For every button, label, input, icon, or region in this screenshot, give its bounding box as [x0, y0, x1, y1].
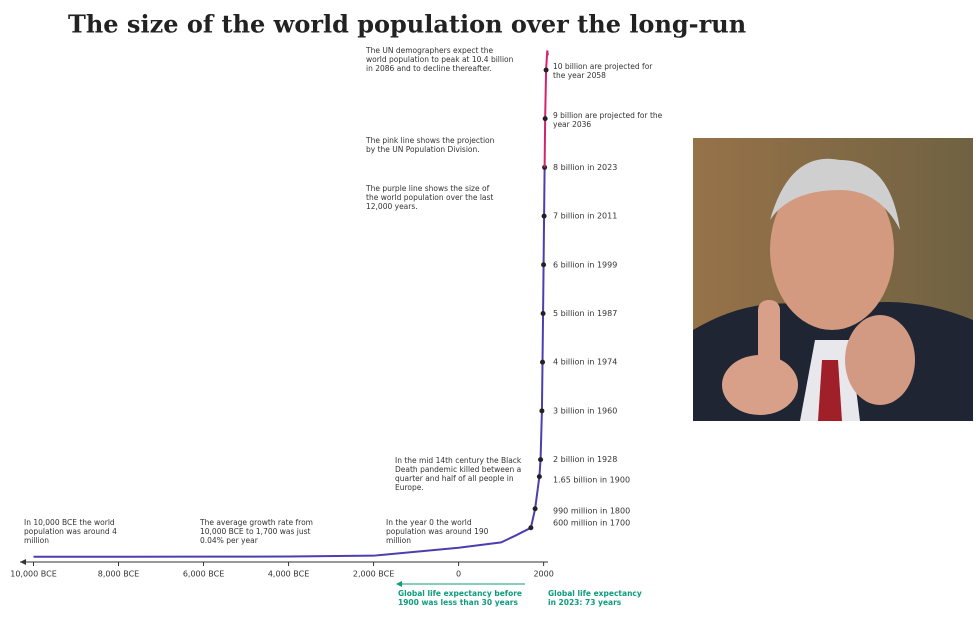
chart-title: The size of the world population over th…	[68, 10, 746, 39]
data-label: 2 billion in 1928	[553, 455, 617, 464]
data-label-text: 9 billion are projected for the year 203…	[553, 111, 663, 129]
data-point	[533, 506, 538, 511]
annotation: Global life expectancy in 2023: 73 years	[548, 589, 648, 607]
data-label: 5 billion in 1987	[553, 309, 617, 318]
data-label: 3 billion in 1960	[553, 406, 617, 415]
photo	[693, 138, 973, 421]
data-label: 10 billion are projected for the year 20…	[553, 62, 663, 86]
annotation: The average growth rate from 10,000 BCE …	[200, 518, 320, 545]
data-point	[539, 408, 544, 413]
data-label: 8 billion in 2023	[553, 163, 617, 172]
annotation: In the mid 14th century the Black Death …	[395, 456, 525, 492]
annotation: Global life expectancy before 1900 was l…	[398, 589, 528, 607]
data-point	[543, 116, 548, 121]
data-label: 990 million in 1800	[553, 507, 630, 516]
x-tick-label: 8,000 BCE	[98, 570, 139, 579]
data-label: 7 billion in 2011	[553, 212, 617, 221]
x-tick-label: 10,000 BCE	[10, 570, 57, 579]
data-point	[544, 67, 549, 72]
annotation: The UN demographers expect the world pop…	[366, 46, 516, 73]
x-tick-label: 6,000 BCE	[183, 570, 224, 579]
data-point	[538, 457, 543, 462]
data-point	[537, 474, 542, 479]
annotation: The pink line shows the projection by th…	[366, 136, 496, 154]
data-label: 6 billion in 1999	[553, 260, 617, 269]
x-tick-label: 4,000 BCE	[268, 570, 309, 579]
data-label: 600 million in 1700	[553, 519, 630, 528]
x-tick-label: 2000	[533, 570, 553, 579]
annotation: In the year 0 the world population was a…	[386, 518, 496, 545]
data-label: 1.65 billion in 1900	[553, 476, 630, 485]
arrow-head	[396, 581, 402, 587]
series-line	[34, 167, 545, 556]
data-point	[541, 262, 546, 267]
x-tick-label: 2,000 BCE	[353, 570, 394, 579]
data-point	[540, 360, 545, 365]
annotation: The purple line shows the size of the wo…	[366, 184, 496, 211]
x-tick-label: 0	[456, 570, 461, 579]
data-label: 9 billion are projected for the year 203…	[553, 111, 663, 135]
data-label-text: 10 billion are projected for the year 20…	[553, 62, 663, 80]
annotation: In 10,000 BCE the world population was a…	[24, 518, 124, 545]
page: The size of the world population over th…	[0, 0, 976, 623]
data-point	[542, 214, 547, 219]
data-point	[541, 311, 546, 316]
data-label: 4 billion in 1974	[553, 358, 617, 367]
data-point	[528, 525, 533, 530]
axis-arrow	[20, 559, 26, 565]
